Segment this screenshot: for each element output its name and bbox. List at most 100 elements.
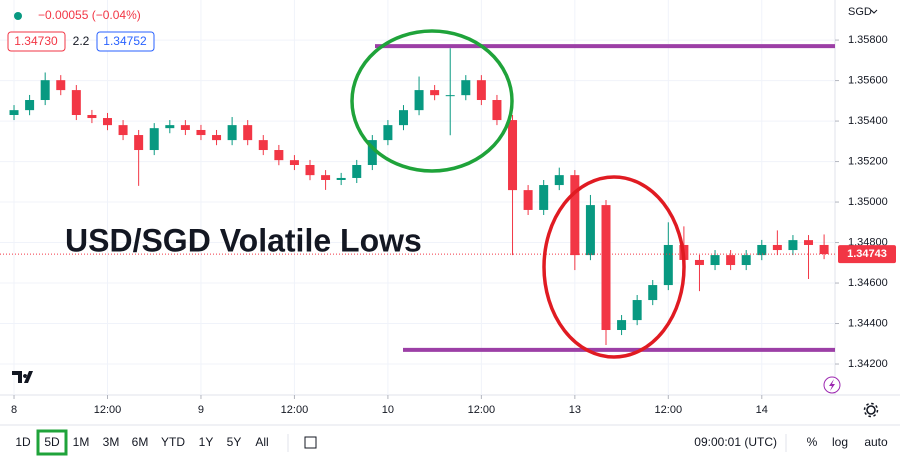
candle-body (352, 165, 362, 178)
candle-body (601, 205, 611, 331)
y-tick-label: 1.35000 (848, 196, 888, 208)
x-tick-label: 10 (382, 404, 394, 416)
candle-body (383, 125, 393, 141)
candle-body (461, 80, 471, 96)
range-button[interactable]: 1Y (199, 435, 214, 449)
candle-body (757, 244, 767, 256)
candle-body (554, 175, 564, 186)
candle-body (212, 135, 222, 141)
candle-body (196, 129, 206, 136)
candle-body (414, 90, 424, 111)
range-button[interactable]: All (255, 435, 268, 449)
bid[interactable]: 1.34730 (14, 34, 58, 48)
y-tick-label: 1.35400 (848, 115, 888, 127)
x-tick-label: 12:00 (468, 404, 496, 416)
candle-body (632, 300, 642, 321)
range-button[interactable]: 5D (44, 435, 60, 449)
candle-body (492, 100, 502, 121)
candle-body (258, 140, 268, 151)
y-tick-label: 1.35600 (848, 74, 888, 86)
settings-teeth (863, 402, 879, 418)
grid (0, 0, 835, 395)
candle-body (25, 100, 35, 111)
candle-body (165, 125, 175, 129)
candle-body (694, 259, 704, 266)
candle-body (726, 255, 736, 266)
settings-icon[interactable] (866, 405, 876, 415)
candle-body (336, 177, 346, 180)
candle-body (804, 240, 814, 245)
toolbar: 09:00:01 (UTC) % log auto 1D 5D 1M 3M 6M YTD 1… (15, 429, 888, 456)
range-button[interactable]: 5Y (227, 435, 242, 449)
y-tick-label: 1.34600 (848, 277, 888, 289)
bid-box[interactable] (7, 31, 66, 52)
percent-toggle[interactable]: % (807, 435, 818, 449)
bolt (829, 379, 835, 391)
candle-body (134, 135, 144, 151)
candle-body (617, 320, 627, 331)
x-tick-label: 13 (569, 404, 581, 416)
candle-body (539, 185, 549, 210)
last-price-tag (838, 245, 896, 264)
candle-body (40, 80, 50, 101)
x-tick-label: 14 (756, 404, 768, 416)
log-toggle[interactable]: log (832, 435, 848, 449)
candle-body (398, 110, 408, 126)
x-tick-label: 12:00 (281, 404, 309, 416)
logo[interactable] (12, 371, 33, 383)
candle-body (508, 120, 518, 191)
candle-body (87, 114, 97, 119)
candle-body (305, 165, 315, 176)
candle-body (741, 255, 751, 266)
range-button[interactable]: 3M (103, 435, 120, 449)
candle-body (819, 244, 829, 255)
status-dot (14, 12, 22, 20)
candle-body (570, 175, 580, 256)
range-button[interactable]: 6M (132, 435, 149, 449)
candle-body (243, 125, 253, 141)
range-highlight (36, 429, 68, 456)
y-tick-label: 1.34400 (848, 317, 888, 329)
candle-body (648, 285, 658, 301)
compare-icon[interactable] (304, 436, 317, 449)
candle-body (321, 175, 331, 180)
y-tick-label: 1.35200 (848, 155, 888, 167)
x-tick-label: 8 (11, 404, 17, 416)
candle-body (227, 125, 237, 141)
x-tick-label: 12:00 (655, 404, 683, 416)
ask-box[interactable] (96, 31, 155, 52)
auto-toggle[interactable]: auto (864, 435, 888, 449)
annotation-title: USD/SGD Volatile Lows (65, 222, 422, 258)
candle-body (56, 80, 66, 91)
highlight-ellipse (350, 29, 514, 173)
range-button[interactable]: 1D (15, 435, 31, 449)
chevron (870, 9, 878, 14)
x-tick-label: 12:00 (94, 404, 122, 416)
candle-body (274, 150, 284, 161)
range-button[interactable]: 1M (73, 435, 90, 449)
currency[interactable]: SGD (848, 6, 872, 18)
candle-body (788, 240, 798, 251)
candle-body (9, 110, 19, 115)
ask[interactable]: 1.34752 (103, 34, 147, 48)
candle-body (476, 80, 486, 101)
clock: 09:00:01 (UTC) (694, 435, 777, 449)
y-tick-label: 1.35800 (848, 34, 888, 46)
candle-body (772, 244, 782, 251)
last-price-label: 1.34743 (847, 248, 887, 260)
candle-body (710, 255, 720, 266)
highlight-ellipse (542, 175, 686, 359)
range-button[interactable]: YTD (161, 435, 185, 449)
candle-body (445, 95, 455, 97)
candle-body (430, 90, 440, 96)
plot (0, 44, 835, 352)
candle-body (585, 205, 595, 256)
candle-body (663, 244, 673, 286)
candle-body (118, 125, 128, 136)
change: −0.00055 (−0.04%) (38, 8, 141, 22)
annotations: USD/SGD Volatile Lows (65, 29, 686, 359)
candle-body (367, 140, 377, 166)
candle-body (149, 128, 159, 151)
candle-body (102, 118, 112, 126)
